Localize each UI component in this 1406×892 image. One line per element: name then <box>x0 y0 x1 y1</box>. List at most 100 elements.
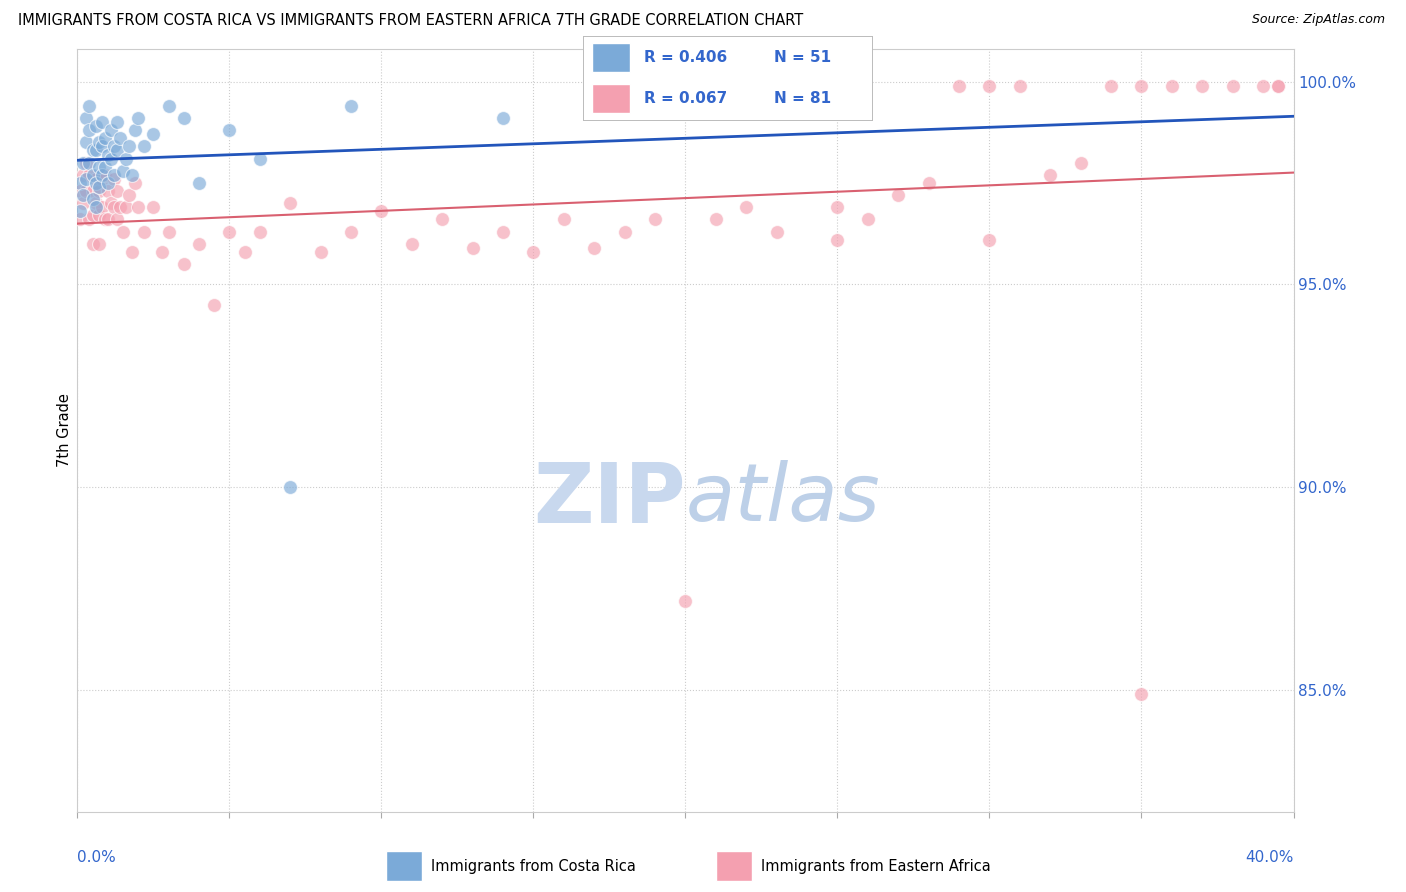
Point <box>1222 78 1244 93</box>
Point <box>100 123 122 137</box>
Point <box>90 115 112 129</box>
Point <box>124 176 146 190</box>
Point <box>118 139 141 153</box>
Point <box>218 123 240 137</box>
Point <box>103 139 125 153</box>
Point <box>79 123 101 137</box>
Point <box>918 176 941 190</box>
Text: N = 81: N = 81 <box>773 91 831 106</box>
Text: Source: ZipAtlas.com: Source: ZipAtlas.com <box>1251 13 1385 27</box>
Y-axis label: 7th Grade: 7th Grade <box>56 393 72 467</box>
Point <box>735 200 758 214</box>
Point <box>79 99 101 113</box>
Point <box>75 136 97 150</box>
Text: N = 51: N = 51 <box>773 50 831 65</box>
Point <box>173 257 195 271</box>
Point <box>522 244 544 259</box>
Point <box>105 144 128 158</box>
Point <box>97 176 120 190</box>
Point <box>583 241 606 255</box>
Point <box>157 225 180 239</box>
Point <box>553 212 575 227</box>
Point <box>103 200 125 214</box>
Point <box>1039 168 1062 182</box>
Point <box>127 200 149 214</box>
Point <box>1267 78 1289 93</box>
FancyBboxPatch shape <box>592 44 630 72</box>
Point <box>340 225 363 239</box>
Text: R = 0.067: R = 0.067 <box>644 91 727 106</box>
Point <box>765 225 787 239</box>
Point <box>1251 78 1274 93</box>
Point <box>675 594 697 608</box>
Point <box>100 152 122 166</box>
Point <box>103 172 125 186</box>
Point <box>79 155 101 169</box>
Point <box>108 131 131 145</box>
Point <box>84 119 107 133</box>
Point <box>401 236 423 251</box>
Point <box>100 196 122 211</box>
Point <box>105 184 128 198</box>
Point <box>613 225 636 239</box>
Point <box>202 298 225 312</box>
Point <box>121 168 143 182</box>
Point <box>87 184 110 198</box>
Point <box>87 136 110 150</box>
Point <box>309 244 332 259</box>
Point <box>218 225 240 239</box>
Point <box>72 196 94 211</box>
Point <box>704 212 727 227</box>
Point <box>90 139 112 153</box>
Point <box>1099 78 1122 93</box>
Point <box>1130 78 1153 93</box>
Text: R = 0.406: R = 0.406 <box>644 50 727 65</box>
Point <box>152 244 174 259</box>
Point <box>111 225 134 239</box>
Point <box>142 200 165 214</box>
Text: IMMIGRANTS FROM COSTA RICA VS IMMIGRANTS FROM EASTERN AFRICA 7TH GRADE CORRELATI: IMMIGRANTS FROM COSTA RICA VS IMMIGRANTS… <box>18 13 803 29</box>
Point <box>79 168 101 182</box>
Point <box>127 111 149 125</box>
Point <box>69 212 91 227</box>
Point <box>84 200 107 214</box>
Point <box>173 111 195 125</box>
Point <box>157 99 180 113</box>
Point <box>97 147 120 161</box>
Point <box>105 115 128 129</box>
Point <box>79 212 101 227</box>
Point <box>134 139 156 153</box>
Text: Immigrants from Eastern Africa: Immigrants from Eastern Africa <box>761 859 991 873</box>
Point <box>87 180 110 194</box>
Point <box>82 144 104 158</box>
Point <box>84 144 107 158</box>
Point <box>82 168 104 182</box>
Point <box>432 212 454 227</box>
Point <box>233 244 256 259</box>
Point <box>111 163 134 178</box>
Point <box>115 200 138 214</box>
Point <box>134 225 156 239</box>
Point <box>75 172 97 186</box>
Point <box>188 236 211 251</box>
Point <box>1191 78 1213 93</box>
Point <box>93 131 115 145</box>
Point <box>84 176 107 190</box>
Point <box>75 111 97 125</box>
Point <box>142 128 165 142</box>
Point <box>75 155 97 169</box>
Point <box>492 225 515 239</box>
Point <box>340 99 363 113</box>
Point <box>1008 78 1031 93</box>
Text: 0.0%: 0.0% <box>77 850 117 865</box>
Point <box>461 241 484 255</box>
Point <box>1070 155 1092 169</box>
Point <box>948 78 970 93</box>
Text: 40.0%: 40.0% <box>1246 850 1294 865</box>
Point <box>124 123 146 137</box>
Point <box>103 168 125 182</box>
Point <box>82 236 104 251</box>
Point <box>90 172 112 186</box>
Point <box>72 168 94 182</box>
Point <box>613 78 636 93</box>
